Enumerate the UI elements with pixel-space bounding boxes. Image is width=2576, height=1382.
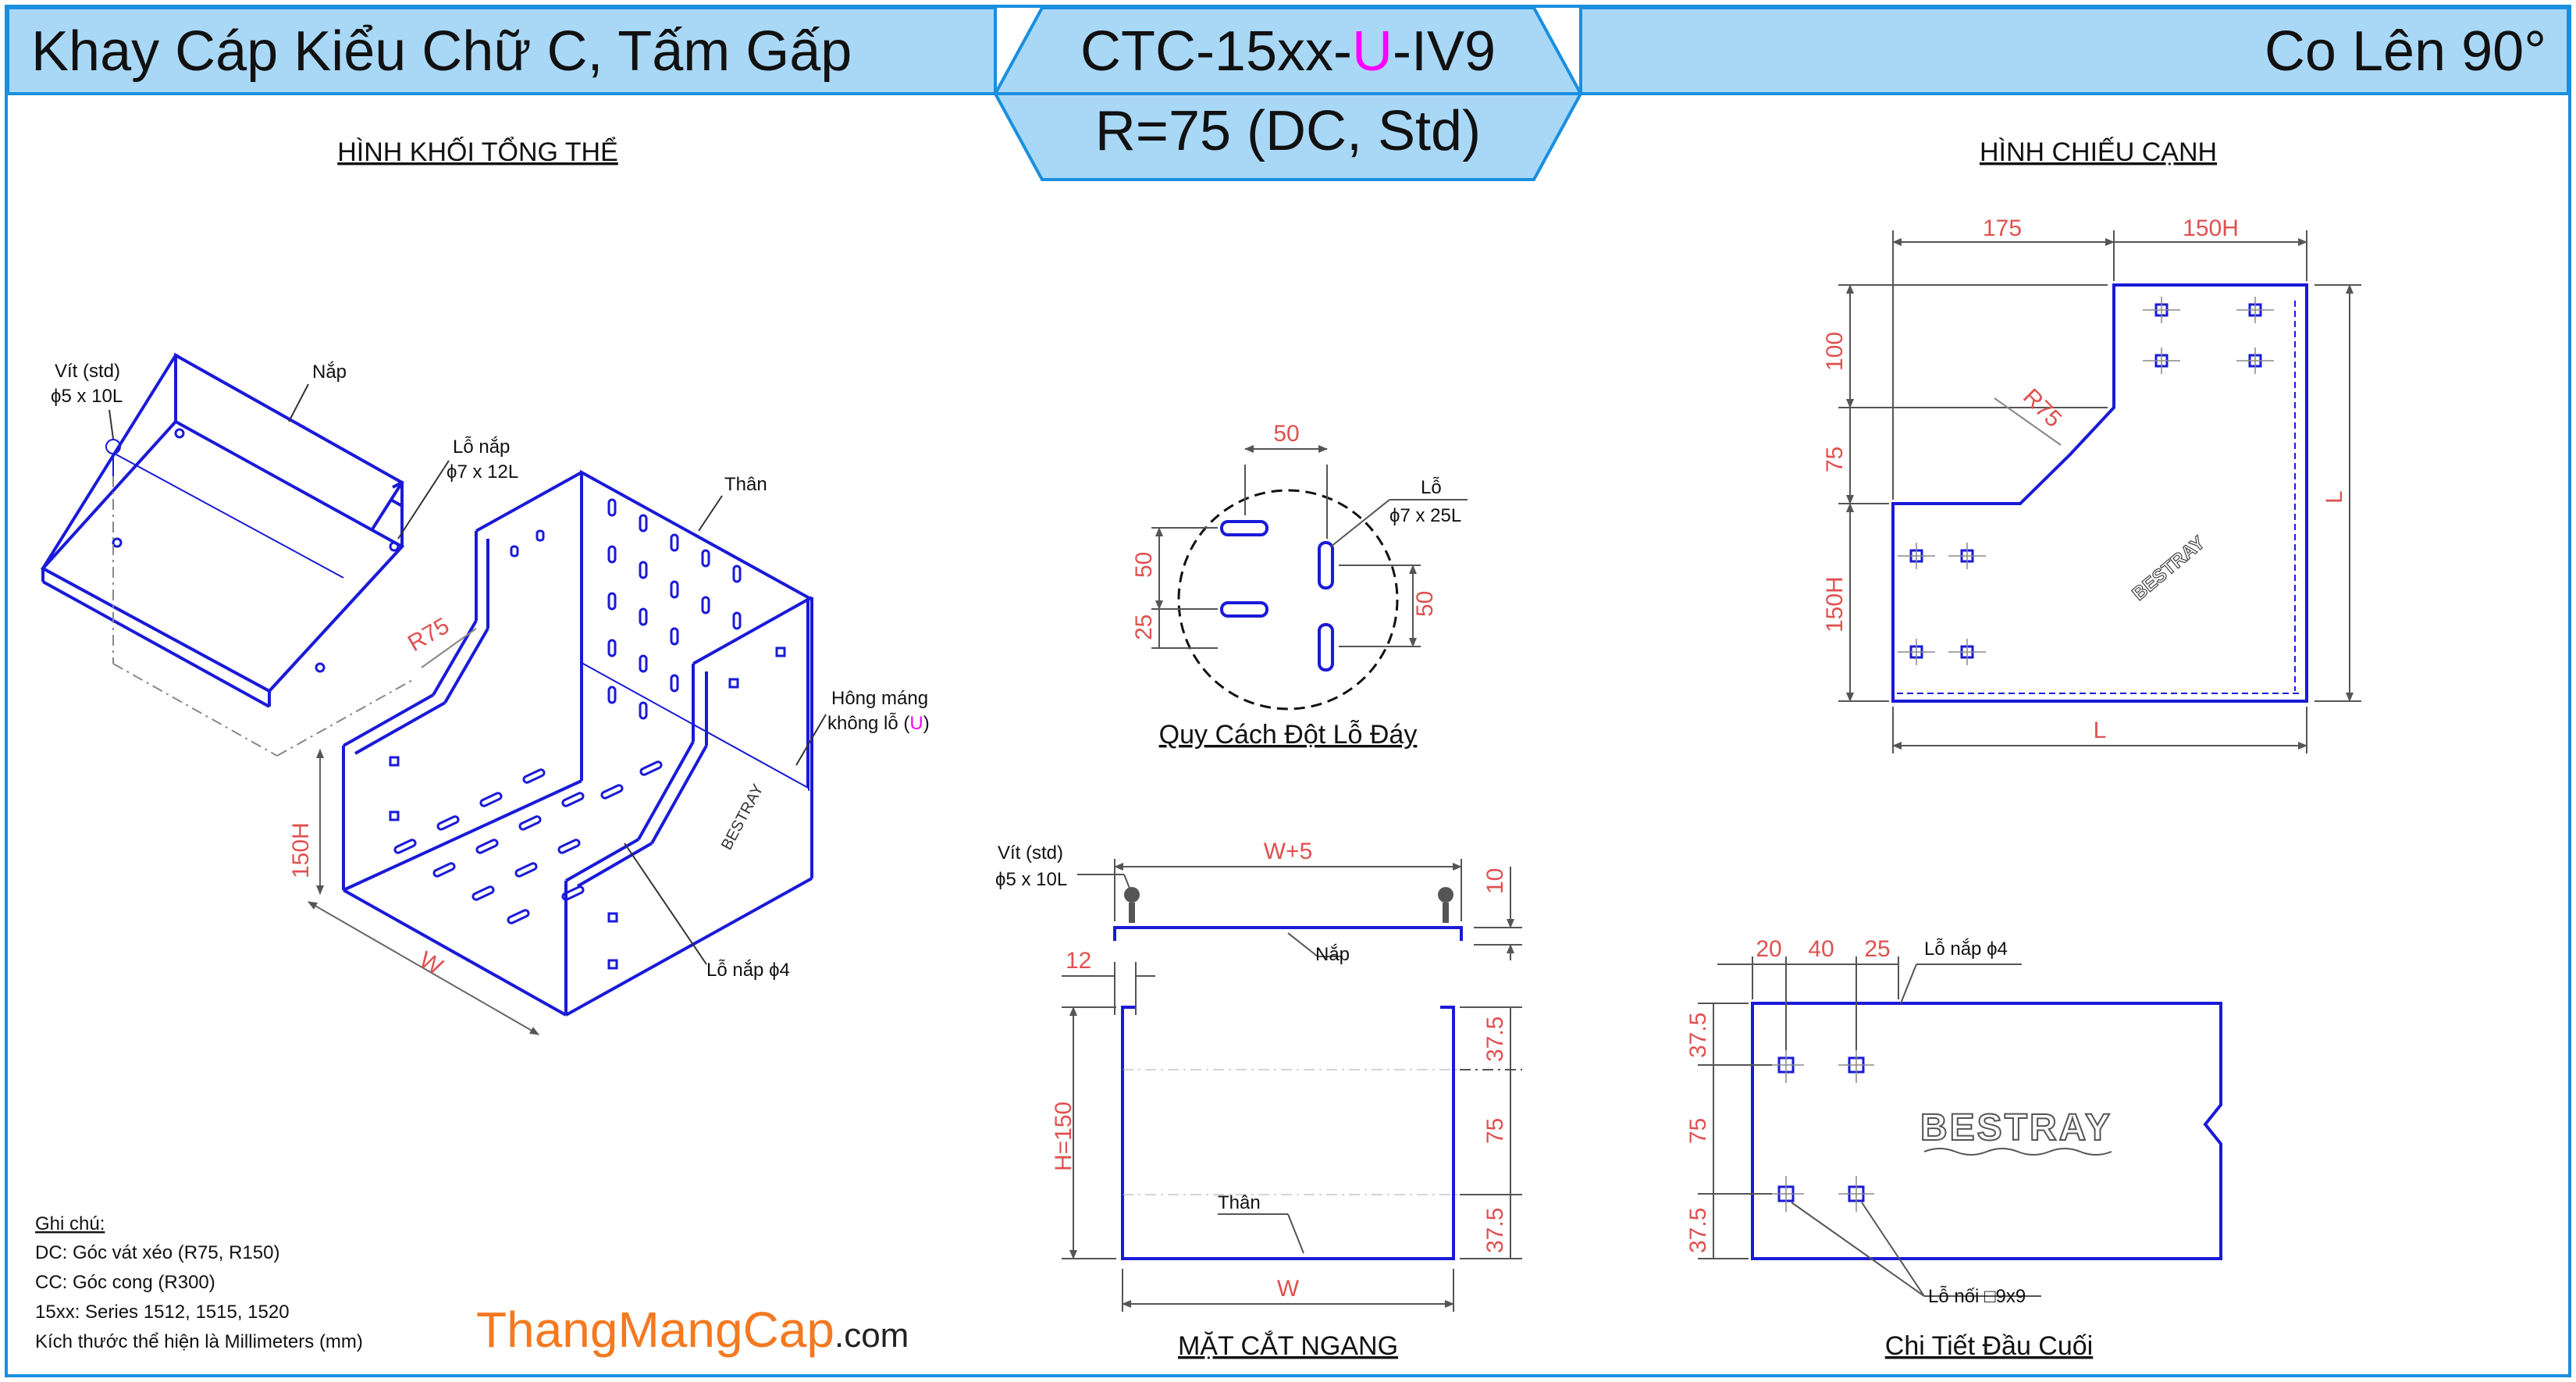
end-brand-wave bbox=[1923, 1148, 2112, 1156]
fitting-type: Co Lên 90° bbox=[2265, 20, 2546, 83]
iso-screw-label: Vít (std) bbox=[55, 361, 120, 382]
iso-cover-hole-label: Lỗ nắp bbox=[453, 436, 510, 458]
product-code: CTC-15xx-U-IV9 bbox=[1080, 20, 1496, 83]
side-dim-left-3: 150H bbox=[1822, 576, 1848, 632]
iso-view: HÌNH KHỐI TỔNG THỂ bbox=[40, 137, 813, 1017]
note-line-2: CC: Góc cong (R300) bbox=[35, 1272, 215, 1293]
section-body-label: Thân bbox=[1218, 1192, 1261, 1213]
end-joint-hole-label: Lỗ nối □9x9 bbox=[1928, 1286, 2026, 1307]
slot-top-left bbox=[1220, 520, 1268, 536]
side-holes bbox=[389, 646, 786, 970]
iso-side-label: Hông máng bbox=[831, 688, 928, 709]
section-cover-label: Nắp bbox=[1315, 944, 1350, 965]
notes-heading: Ghi chú: bbox=[35, 1213, 105, 1234]
wall-slots bbox=[510, 498, 742, 720]
iso-cover-hole-small: Lỗ nắp ϕ4 bbox=[706, 960, 790, 981]
product-title: Khay Cáp Kiểu Chữ C, Tấm Gấp bbox=[31, 20, 852, 83]
section-view-title: MẶT CẮT NGANG bbox=[1178, 1331, 1398, 1361]
end-dim-left-3: 37.5 bbox=[1685, 1208, 1711, 1253]
end-dim-top-1: 20 bbox=[1756, 936, 1781, 962]
hole-dim-top: 50 bbox=[1273, 421, 1299, 447]
iso-cover-hole-size: ϕ7 x 12L bbox=[447, 461, 518, 483]
notes-block: Ghi chú: DC: Góc vát xéo (R75, R150) CC:… bbox=[35, 1213, 363, 1352]
end-detail-view: 20 40 25 Lỗ nắp ϕ4 37.5 75 37.5 BESTRAY … bbox=[1685, 936, 2222, 1361]
section-view: Vít (std) ϕ5 x 10L W+5 10 12 Nắp Thân H=… bbox=[995, 839, 1522, 1361]
tray-body bbox=[342, 469, 813, 1017]
slot-right-lower bbox=[1318, 623, 1334, 671]
section-dim-lip: 12 bbox=[1066, 948, 1091, 974]
iso-body-label: Thân bbox=[724, 474, 767, 495]
side-view: HÌNH CHIẾU CẠNH bbox=[1822, 137, 2361, 753]
end-dim-left-1: 37.5 bbox=[1685, 1013, 1711, 1058]
iso-annotations: Vít (std) ϕ5 x 10L Nắp Lỗ nắp ϕ7 x 12L T… bbox=[51, 361, 930, 1035]
slot-right-upper bbox=[1318, 541, 1334, 589]
hole-pattern-title: Quy Cách Đột Lỗ Đáy bbox=[1159, 720, 1418, 750]
iso-view-title: HÌNH KHỐI TỔNG THỂ bbox=[337, 137, 618, 167]
end-detail-title: Chi Tiết Đầu Cuối bbox=[1885, 1331, 2093, 1361]
side-dim-left-2: 75 bbox=[1822, 447, 1848, 472]
side-dim-right: L bbox=[2322, 490, 2347, 504]
side-radius: R75 bbox=[2018, 384, 2066, 433]
section-dim-bottom: W bbox=[1277, 1276, 1300, 1302]
hole-pattern-circle bbox=[1177, 489, 1399, 711]
end-cover-hole-label: Lỗ nắp ϕ4 bbox=[1924, 939, 2008, 960]
section-screw-label: Vít (std) bbox=[998, 842, 1063, 864]
side-dim-bottom: L bbox=[2094, 718, 2107, 743]
hole-pattern-view: 50 50 25 50 Lỗ ϕ7 x 25L Quy Cách Đột Lỗ … bbox=[1131, 421, 1468, 750]
section-dim-top: W+5 bbox=[1264, 839, 1313, 864]
iso-screw-size: ϕ5 x 10L bbox=[51, 386, 123, 407]
section-dim-right-1: 37.5 bbox=[1482, 1017, 1508, 1062]
title-banner-left bbox=[6, 6, 997, 95]
hole-dim-left-1: 50 bbox=[1131, 552, 1157, 578]
section-dim-right-3: 37.5 bbox=[1482, 1208, 1508, 1253]
side-dim-left-1: 100 bbox=[1822, 332, 1848, 371]
side-view-title: HÌNH CHIẾU CẠNH bbox=[1980, 137, 2217, 167]
cover-part bbox=[40, 352, 405, 708]
title-banner-right bbox=[1579, 6, 2570, 95]
iso-cover-label: Nắp bbox=[312, 362, 347, 383]
section-screws bbox=[1124, 887, 1453, 923]
section-dim-height: H=150 bbox=[1051, 1102, 1076, 1171]
title-block: Khay Cáp Kiểu Chữ C, Tấm Gấp CTC-15xx-U-… bbox=[6, 6, 2570, 181]
side-dim-top-2: 150H bbox=[2183, 215, 2239, 241]
site-watermark[interactable]: ThangMangCap.com bbox=[476, 1302, 909, 1358]
hole-label-size: ϕ7 x 25L bbox=[1389, 505, 1461, 526]
note-line-4: Kích thước thể hiện là Millimeters (mm) bbox=[35, 1331, 363, 1352]
hole-dim-left-2: 25 bbox=[1131, 614, 1157, 640]
section-cover bbox=[1113, 926, 1463, 941]
section-dim-right-2: 75 bbox=[1482, 1118, 1508, 1144]
note-line-1: DC: Góc vát xéo (R75, R150) bbox=[35, 1242, 279, 1263]
iso-side-label-2: không lỗ (U) bbox=[827, 713, 930, 734]
end-dim-top-3: 25 bbox=[1864, 936, 1890, 962]
end-dim-left-2: 75 bbox=[1685, 1118, 1711, 1144]
slot-bottom-left bbox=[1220, 601, 1268, 618]
side-dim-top-1: 175 bbox=[1983, 215, 2022, 241]
cover-screw bbox=[105, 439, 415, 757]
section-screw-size: ϕ5 x 10L bbox=[995, 869, 1067, 890]
hole-label: Lỗ bbox=[1421, 477, 1442, 498]
end-plate bbox=[1751, 1002, 2222, 1260]
note-line-3: 15xx: Series 1512, 1515, 1520 bbox=[35, 1302, 290, 1323]
hole-dim-right: 50 bbox=[1412, 591, 1438, 617]
radius-spec: R=75 (DC, Std) bbox=[1095, 100, 1481, 162]
iso-height-dim: 150H bbox=[288, 822, 314, 878]
section-body bbox=[1121, 1006, 1455, 1260]
end-brand-mark: BESTRAY bbox=[1920, 1107, 2112, 1149]
side-outline bbox=[1891, 283, 2308, 703]
iso-width-dim: W bbox=[415, 946, 448, 980]
end-dim-top-2: 40 bbox=[1808, 936, 1834, 962]
section-dim-cover: 10 bbox=[1482, 868, 1508, 894]
